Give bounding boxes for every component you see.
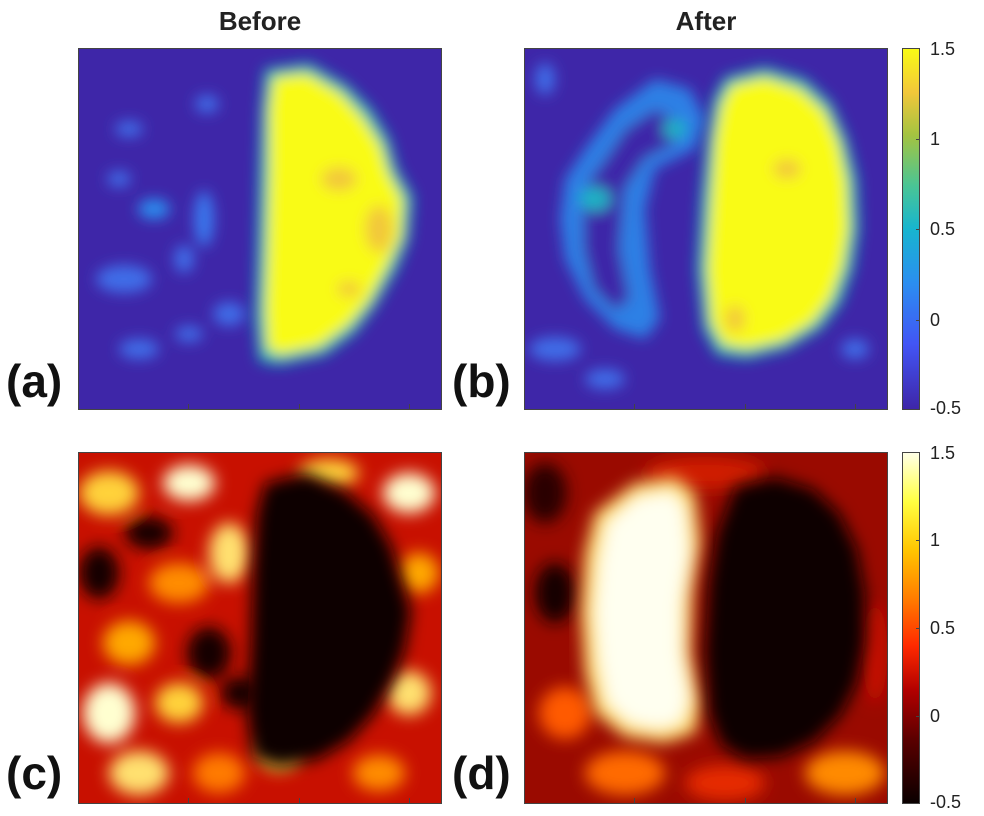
panel-label-b: (b): [452, 355, 511, 407]
heatmap-c-image: [79, 453, 441, 803]
colorbar-tick-mark: [916, 628, 920, 629]
column-title-after: After: [675, 6, 737, 36]
colorbar-top-tick-1: 1.5: [930, 39, 956, 59]
heatmap-a-image: [79, 49, 441, 409]
colorbar-tick-mark: [916, 409, 920, 410]
panel-tick-mark: [299, 404, 300, 409]
colorbar-bottom-tick-2: 1: [930, 530, 941, 550]
colorbar-tick-mark: [916, 48, 920, 49]
colorbar-bottom-tick-4: 0: [930, 706, 941, 726]
panel-tick-mark: [188, 404, 189, 409]
heatmap-c-region: [247, 473, 411, 767]
heatmap-b-image: [525, 49, 887, 409]
panel-tick-mark: [409, 798, 410, 803]
column-title-before: Before: [218, 6, 302, 36]
colorbar-top-tick-3: 0.5: [930, 219, 956, 239]
heatmap-b-ring: [529, 63, 869, 389]
colorbar-tick-mark: [916, 229, 920, 230]
heatmap-panel-b: [524, 48, 888, 410]
colorbar-tick-mark: [916, 540, 920, 541]
panel-tick-mark: [634, 404, 635, 409]
panel-tick-mark: [188, 798, 189, 803]
heatmap-a-region: [255, 63, 413, 365]
colorbar-bottom-tick-1: 1.5: [930, 443, 956, 463]
colorbar-tick-mark: [916, 139, 920, 140]
panel-tick-mark: [299, 798, 300, 803]
colorbar-tick-mark: [916, 803, 920, 804]
heatmap-panel-d: [524, 452, 888, 804]
panel-tick-mark: [745, 404, 746, 409]
heatmap-d-image: [525, 453, 887, 803]
heatmap-panel-c: [78, 452, 442, 804]
panel-label-c: (c): [6, 747, 63, 799]
heatmap-panel-a: [78, 48, 442, 410]
colorbar-tick-mark: [916, 452, 920, 453]
panel-label-a: (a): [6, 355, 63, 407]
colorbar-bottom-tick-3: 0.5: [930, 618, 956, 638]
panel-tick-mark: [634, 798, 635, 803]
heatmap-a-blobs: [96, 95, 245, 359]
heatmap-d-texture: [525, 457, 887, 801]
panel-tick-mark: [855, 798, 856, 803]
panel-tick-mark: [855, 404, 856, 409]
panel-tick-mark: [745, 798, 746, 803]
colorbar-top-tick-5: -0.5: [930, 398, 962, 418]
heatmap-d-bright-region: [581, 477, 701, 743]
heatmap-b-region: [697, 67, 859, 359]
panel-tick-mark: [409, 404, 410, 409]
colorbar-bottom-tick-5: -0.5: [930, 792, 962, 812]
colorbar-tick-mark: [916, 320, 920, 321]
colorbar-top-tick-4: 0: [930, 310, 941, 330]
colorbar-tick-mark: [916, 716, 920, 717]
colorbar-top-tick-2: 1: [930, 129, 941, 149]
panel-label-d: (d): [452, 747, 511, 799]
heatmap-d-dark-region: [705, 477, 865, 759]
